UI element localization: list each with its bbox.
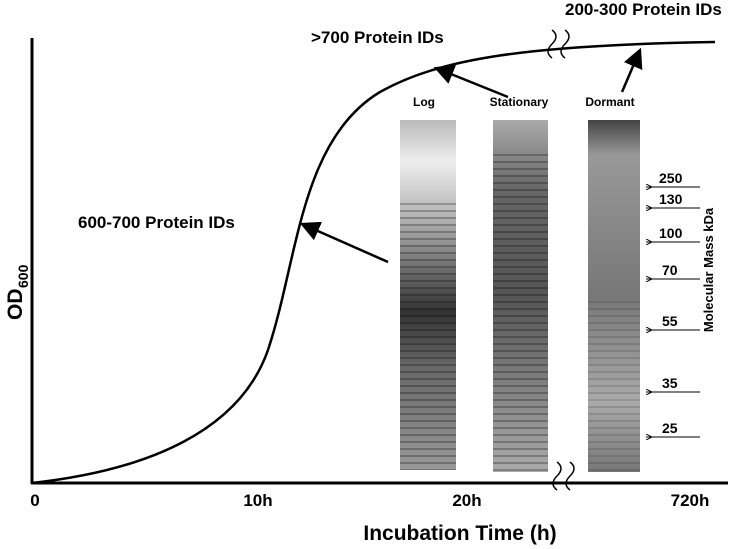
- lane-label: Log: [413, 95, 435, 109]
- axis-breaks: [547, 29, 575, 491]
- y-axis-label-main: OD: [4, 289, 27, 321]
- arrow: [433, 65, 509, 99]
- x-axis-label: Incubation Time (h): [363, 522, 556, 545]
- x-tick-label: 720h: [671, 491, 710, 510]
- arrow: [620, 47, 643, 93]
- marker-arrows: [646, 187, 700, 437]
- axes: [30, 38, 728, 485]
- marker-label: 35: [662, 375, 678, 391]
- gel-bands: [400, 200, 456, 470]
- x-tick-labels: 0 10h 20h 720h: [30, 491, 709, 510]
- annotation-arrows: [299, 47, 643, 264]
- marker-labels: 250 130 100 70 55 35 25: [659, 170, 683, 436]
- annotation: 200-300 Protein IDs: [565, 0, 722, 19]
- annotation: 600-700 Protein IDs: [78, 213, 235, 232]
- marker-label: 130: [659, 191, 683, 207]
- x-tick-label: 0: [30, 491, 39, 510]
- marker-label: 25: [662, 420, 678, 436]
- arrow: [299, 221, 389, 264]
- annotation: >700 Protein IDs: [311, 28, 444, 47]
- marker-label: 70: [662, 262, 678, 278]
- x-tick-label: 20h: [452, 491, 481, 510]
- marker-title: Molecular Mass kDa: [701, 207, 716, 332]
- lane-labels: Log Stationary Dormant: [413, 95, 635, 109]
- annotations: 600-700 Protein IDs >700 Protein IDs 200…: [78, 0, 722, 232]
- gel-bands: [588, 300, 640, 472]
- x-tick-label: 10h: [243, 491, 272, 510]
- lane-label: Stationary: [490, 95, 549, 109]
- gel: [400, 120, 640, 472]
- growth-curve: [31, 40, 716, 485]
- y-axis-label: OD 600: [4, 264, 31, 320]
- marker-label: 100: [659, 225, 683, 241]
- y-axis-label-sub: 600: [15, 264, 31, 288]
- marker-label: 250: [659, 170, 683, 186]
- gel-bands: [493, 150, 548, 472]
- lane-label: Dormant: [585, 95, 634, 109]
- marker-label: 55: [662, 313, 678, 329]
